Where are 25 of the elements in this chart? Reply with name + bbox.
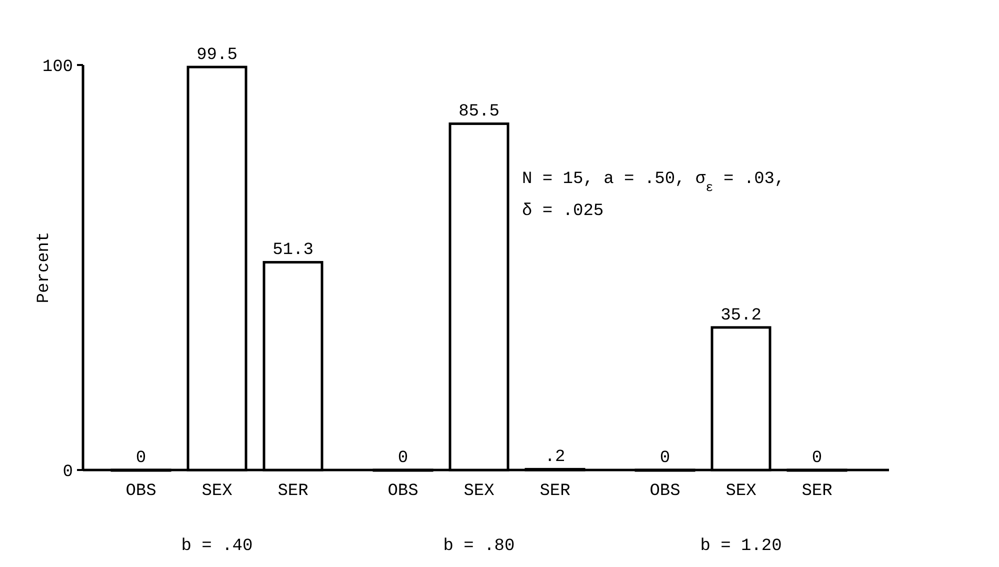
- annotation: δ = .025: [522, 202, 604, 221]
- data-label: 51.3: [272, 241, 314, 260]
- x-tick-label: SEX: [202, 482, 232, 501]
- x-axis-title: b = .80: [443, 537, 515, 556]
- data-label: 0: [812, 449, 822, 468]
- x-tick-label: OBS: [126, 482, 156, 501]
- x-tick-label: SEX: [726, 482, 756, 501]
- data-label: 35.2: [720, 306, 762, 326]
- y-tick-label: 100: [42, 58, 73, 77]
- annotation: N = 15, a = .50, σ$_{ε}$ = .03,: [522, 170, 785, 194]
- data-label: 85.5: [458, 102, 500, 122]
- data-label: 0: [398, 449, 408, 468]
- x-tick-label: SEX: [464, 482, 494, 501]
- data-label: 0: [660, 449, 670, 468]
- x-tick-label: OBS: [388, 482, 418, 501]
- x-axis-title: b = 1.20: [700, 537, 782, 556]
- y-axis-title: Percent: [35, 232, 54, 304]
- x-axis-title: b = .40: [181, 537, 253, 556]
- data-label: 99.5: [196, 46, 238, 66]
- x-tick-label: SER: [540, 482, 570, 501]
- data-label: .2: [544, 448, 566, 468]
- x-tick-label: SER: [802, 482, 832, 501]
- x-tick-label: OBS: [650, 482, 680, 501]
- x-tick-label: SER: [278, 482, 308, 501]
- data-label: 0: [136, 449, 146, 468]
